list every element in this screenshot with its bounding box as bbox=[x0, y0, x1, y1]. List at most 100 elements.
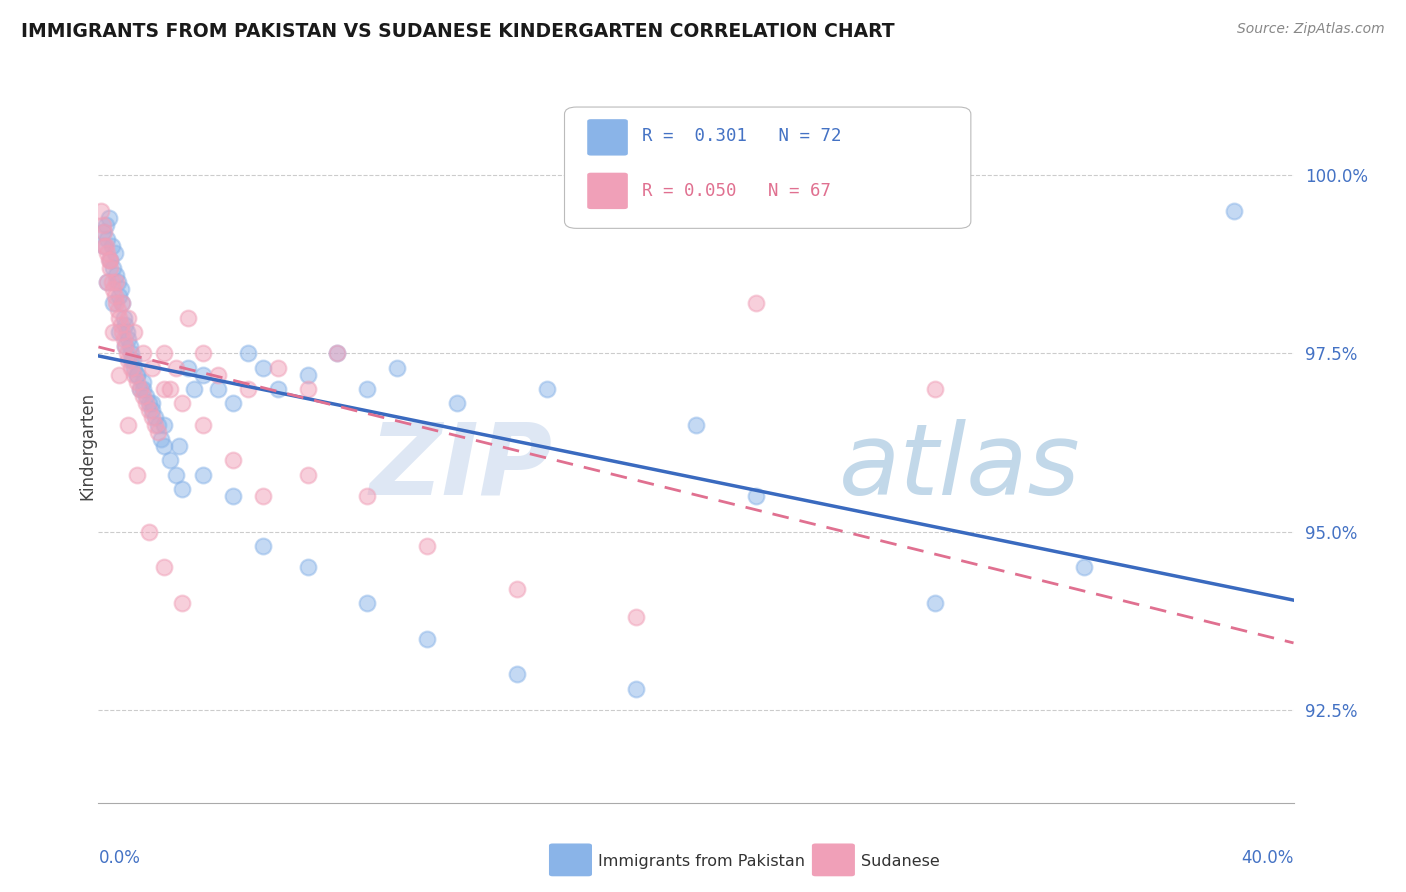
Point bbox=[236, 382, 259, 396]
Point bbox=[127, 368, 149, 382]
Point bbox=[108, 368, 131, 382]
Point bbox=[153, 560, 176, 574]
Point bbox=[207, 382, 229, 396]
Point bbox=[506, 582, 529, 596]
Point bbox=[143, 410, 166, 425]
Point bbox=[183, 382, 205, 396]
Point bbox=[90, 203, 112, 218]
Point bbox=[93, 225, 115, 239]
Point bbox=[124, 360, 146, 375]
Point bbox=[153, 346, 176, 360]
Point bbox=[165, 467, 187, 482]
Point bbox=[297, 560, 319, 574]
Point bbox=[191, 467, 214, 482]
Point bbox=[167, 439, 190, 453]
Point bbox=[103, 296, 125, 310]
Point bbox=[124, 368, 146, 382]
Point bbox=[159, 453, 181, 467]
Point bbox=[117, 417, 139, 432]
Point bbox=[626, 610, 648, 624]
Point bbox=[141, 360, 163, 375]
Point bbox=[114, 318, 136, 332]
FancyBboxPatch shape bbox=[548, 844, 592, 876]
Point bbox=[97, 253, 120, 268]
Point bbox=[132, 375, 155, 389]
Point bbox=[236, 346, 259, 360]
Point bbox=[222, 453, 245, 467]
Point bbox=[297, 467, 319, 482]
Text: atlas: atlas bbox=[839, 419, 1081, 516]
FancyBboxPatch shape bbox=[565, 107, 970, 228]
Point bbox=[129, 382, 152, 396]
Point bbox=[177, 310, 200, 325]
FancyBboxPatch shape bbox=[588, 120, 628, 155]
Point bbox=[1222, 203, 1246, 218]
Point bbox=[326, 346, 349, 360]
Point bbox=[148, 425, 170, 439]
Point bbox=[100, 253, 122, 268]
Text: IMMIGRANTS FROM PAKISTAN VS SUDANESE KINDERGARTEN CORRELATION CHART: IMMIGRANTS FROM PAKISTAN VS SUDANESE KIN… bbox=[21, 22, 894, 41]
Point bbox=[159, 382, 181, 396]
Point bbox=[108, 289, 131, 303]
Point bbox=[103, 260, 125, 275]
Point bbox=[172, 396, 194, 410]
Point bbox=[115, 325, 138, 339]
FancyBboxPatch shape bbox=[811, 844, 855, 876]
Point bbox=[110, 318, 132, 332]
Point bbox=[1073, 560, 1095, 574]
Point bbox=[141, 403, 163, 417]
Point bbox=[172, 482, 194, 496]
Point bbox=[108, 325, 131, 339]
Point bbox=[138, 524, 160, 539]
Point bbox=[107, 275, 129, 289]
Point bbox=[105, 268, 128, 282]
Point bbox=[191, 417, 214, 432]
Point bbox=[121, 353, 143, 368]
Point bbox=[96, 275, 118, 289]
Point bbox=[177, 360, 200, 375]
Point bbox=[104, 289, 127, 303]
Point bbox=[127, 368, 149, 382]
Point bbox=[135, 389, 157, 403]
Point bbox=[111, 296, 134, 310]
Point bbox=[101, 275, 124, 289]
Point bbox=[356, 489, 378, 503]
Point bbox=[115, 346, 138, 360]
Point bbox=[222, 489, 245, 503]
Text: 0.0%: 0.0% bbox=[98, 849, 141, 867]
Point bbox=[297, 382, 319, 396]
Point bbox=[252, 489, 274, 503]
Point bbox=[129, 382, 152, 396]
Point bbox=[143, 417, 166, 432]
Y-axis label: Kindergarten: Kindergarten bbox=[79, 392, 96, 500]
Point bbox=[127, 375, 149, 389]
Point bbox=[104, 246, 127, 260]
Text: R = 0.050   N = 67: R = 0.050 N = 67 bbox=[643, 182, 831, 200]
Point bbox=[94, 239, 117, 253]
Point bbox=[100, 260, 122, 275]
Text: Sudanese: Sudanese bbox=[860, 854, 939, 869]
Point bbox=[111, 296, 134, 310]
Point bbox=[153, 382, 176, 396]
Point bbox=[114, 339, 136, 353]
Point bbox=[120, 360, 142, 375]
Point bbox=[97, 211, 120, 225]
Point bbox=[416, 539, 439, 553]
Point bbox=[111, 325, 134, 339]
Point bbox=[120, 353, 142, 368]
Point bbox=[141, 396, 163, 410]
Point bbox=[135, 396, 157, 410]
Point bbox=[745, 489, 768, 503]
Point bbox=[100, 253, 122, 268]
Point bbox=[326, 346, 349, 360]
Point bbox=[132, 346, 155, 360]
Point bbox=[94, 218, 117, 232]
Point bbox=[150, 432, 173, 446]
Point bbox=[385, 360, 409, 375]
Point bbox=[124, 325, 146, 339]
Point bbox=[127, 467, 149, 482]
Point bbox=[138, 403, 160, 417]
Point bbox=[267, 382, 290, 396]
Point bbox=[117, 353, 139, 368]
Point bbox=[103, 325, 125, 339]
